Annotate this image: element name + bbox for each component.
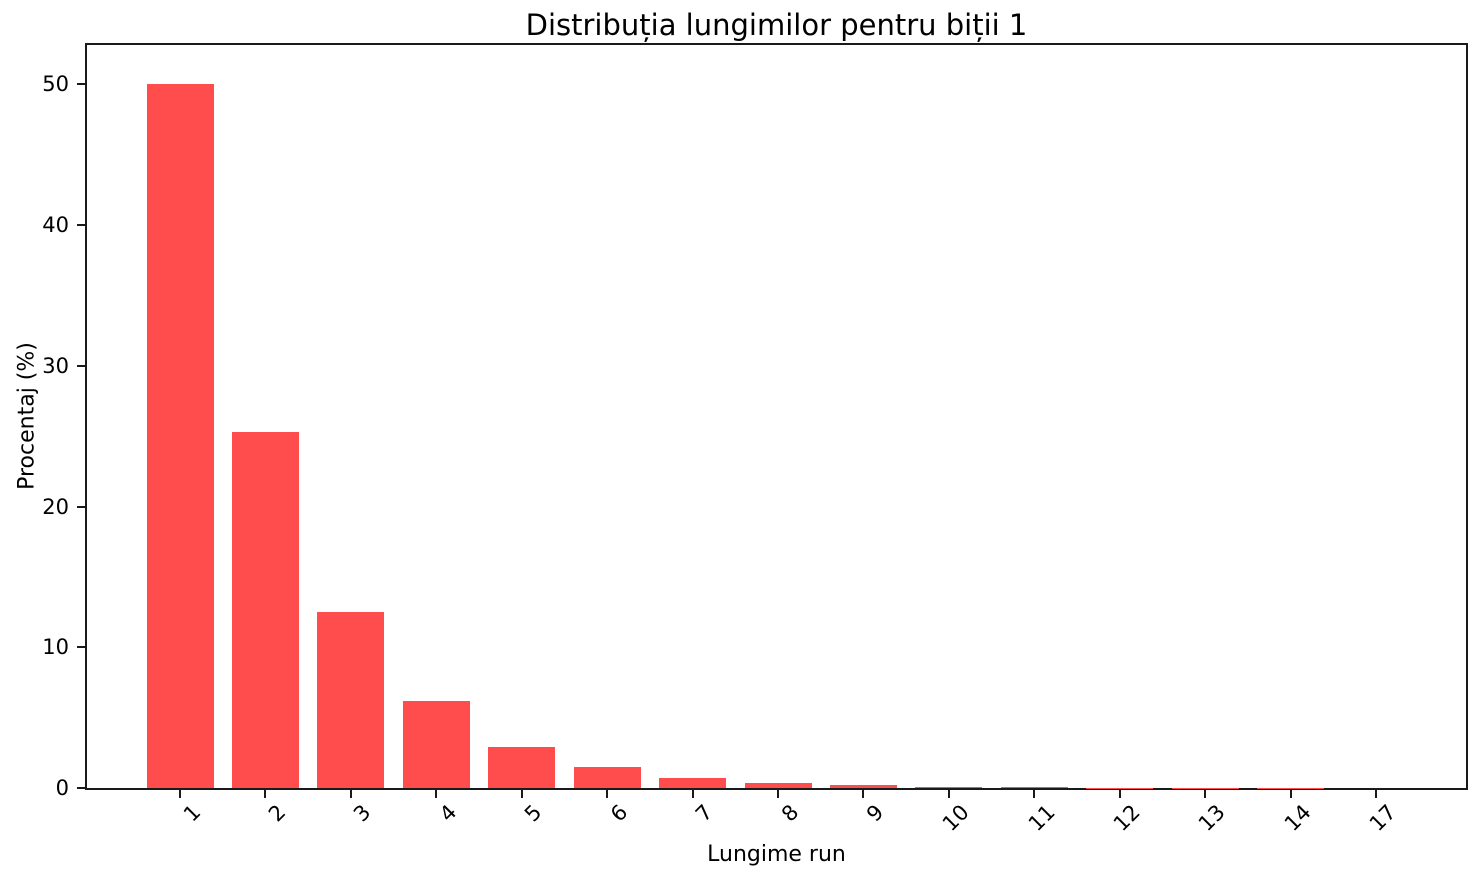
- y-tick-label: 40: [42, 213, 69, 238]
- bar-run-9: [829, 785, 897, 788]
- x-tick-label: 6: [605, 800, 633, 827]
- y-tick-label: 20: [42, 494, 69, 519]
- x-tick-label: 11: [1023, 800, 1060, 836]
- bar-run-8: [744, 783, 812, 788]
- bar-run-1: [146, 84, 214, 788]
- x-tick-mark: [777, 790, 779, 798]
- y-tick-label: 50: [42, 72, 69, 97]
- y-tick-label: 30: [42, 353, 69, 378]
- plot-area: 0 10 20 30 40 50 1 2 3 4 5 6 7 8 9 10 11 12 13 14 17: [42, 43, 1468, 836]
- y-tick-mark: [77, 224, 85, 227]
- x-tick-label: 13: [1194, 800, 1231, 836]
- x-tick-label: 17: [1365, 800, 1401, 836]
- bar-run-4: [402, 700, 470, 788]
- x-tick-label: 8: [776, 800, 803, 827]
- x-tick-mark: [1375, 790, 1377, 798]
- x-tick-label: 5: [520, 800, 547, 827]
- x-tick-mark: [691, 790, 694, 798]
- x-tick-label: 9: [861, 800, 889, 827]
- x-tick-label: 7: [691, 800, 718, 827]
- x-tick-mark: [947, 790, 950, 798]
- x-tick-label: 14: [1279, 800, 1316, 836]
- bar-run-11: [1000, 787, 1068, 788]
- x-tick-label: 10: [937, 800, 974, 836]
- x-tick-mark: [1204, 790, 1207, 798]
- y-tick-mark: [77, 83, 85, 86]
- x-tick-mark: [264, 790, 267, 798]
- x-tick-mark: [179, 790, 181, 798]
- x-tick-mark: [520, 790, 523, 798]
- x-tick-label: 4: [434, 800, 462, 827]
- y-tick-mark: [77, 505, 85, 508]
- bar-run-2: [231, 431, 299, 788]
- y-tick-label: 10: [42, 635, 69, 660]
- y-axis-label: Procentaj (%): [14, 342, 40, 490]
- bar-run-6: [573, 766, 641, 788]
- bar-run-7: [659, 778, 727, 788]
- x-tick-mark: [435, 790, 438, 798]
- bar-run-3: [317, 612, 385, 788]
- y-tick-label: 0: [55, 776, 69, 800]
- x-tick-label: 2: [263, 800, 291, 827]
- x-tick-label: 12: [1108, 800, 1145, 836]
- y-tick-mark: [77, 364, 85, 367]
- x-tick-mark: [1033, 790, 1036, 798]
- x-tick-mark: [862, 790, 865, 798]
- chart-title: Distribuția lungimilor pentru biții 1: [525, 8, 1028, 42]
- x-tick-label: 3: [349, 800, 376, 827]
- y-tick-mark: [77, 646, 85, 649]
- bar-run-5: [488, 747, 556, 788]
- x-tick-mark: [606, 790, 609, 798]
- x-tick-label: 1: [178, 800, 205, 827]
- x-tick-mark: [1289, 790, 1292, 798]
- y-tick-mark: [77, 787, 85, 789]
- x-tick-mark: [349, 790, 352, 798]
- x-tick-mark: [1118, 790, 1121, 798]
- bar-run-10: [915, 786, 983, 788]
- x-axis-label: Lungime run: [707, 842, 846, 867]
